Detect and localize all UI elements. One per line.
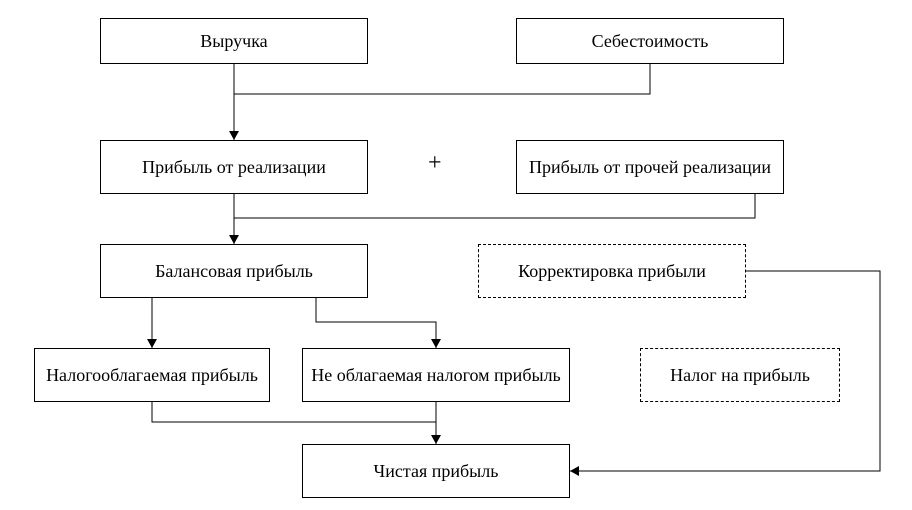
flowchart-canvas: Выручка Себестоимость Прибыль от реализа… — [0, 0, 912, 510]
node-profit-sales-label: Прибыль от реализации — [142, 156, 326, 179]
node-adjustment-label: Корректировка прибыли — [518, 260, 706, 283]
node-profit-other: Прибыль от прочей реализации — [516, 140, 784, 194]
node-taxable: Налогооблагаемая прибыль — [34, 348, 270, 402]
node-balance-profit-label: Балансовая прибыль — [155, 260, 313, 283]
node-revenue: Выручка — [100, 18, 368, 64]
plus-operator: + — [428, 150, 442, 177]
node-profit-tax: Налог на прибыль — [640, 348, 840, 402]
node-nontaxable: Не облагаемая налогом прибыль — [302, 348, 570, 402]
node-revenue-label: Выручка — [200, 30, 267, 53]
node-profit-tax-label: Налог на прибыль — [670, 364, 810, 387]
node-profit-other-label: Прибыль от прочей реализации — [529, 156, 771, 179]
node-adjustment: Корректировка прибыли — [478, 244, 746, 298]
node-taxable-label: Налогооблагаемая прибыль — [46, 364, 258, 387]
node-balance-profit: Балансовая прибыль — [100, 244, 368, 298]
node-profit-sales: Прибыль от реализации — [100, 140, 368, 194]
node-cost-label: Себестоимость — [592, 30, 709, 53]
node-net-profit: Чистая прибыль — [302, 444, 570, 498]
node-nontaxable-label: Не облагаемая налогом прибыль — [311, 364, 561, 387]
node-net-profit-label: Чистая прибыль — [374, 460, 499, 483]
node-cost: Себестоимость — [516, 18, 784, 64]
